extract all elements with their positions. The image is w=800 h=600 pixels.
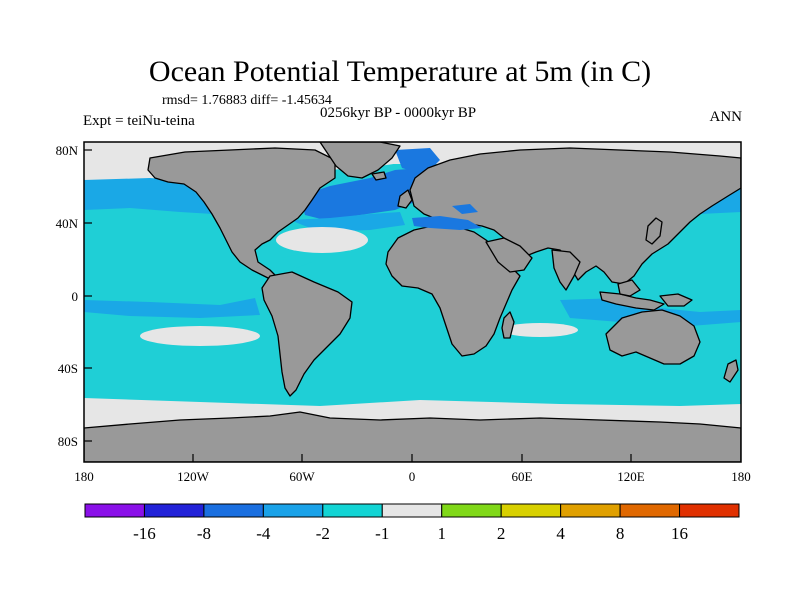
caribbean-sea — [282, 254, 312, 268]
lon-label-120e: 120E — [617, 469, 645, 484]
lon-label-60e: 60E — [512, 469, 533, 484]
south-america — [261, 271, 353, 397]
borneo — [617, 279, 641, 297]
colorbar-swatch — [143, 503, 205, 518]
map-plot-area — [84, 142, 741, 462]
lat-ticks — [84, 149, 92, 442]
colorbar-label: -4 — [256, 524, 271, 543]
period-text: 0256kyr BP - 0000kyr BP — [320, 105, 477, 121]
subtropical-atlantic-neutral — [276, 227, 368, 253]
australia — [605, 309, 701, 365]
indian-ocean-neutral — [502, 323, 578, 337]
north-atlantic-cooling — [300, 168, 430, 220]
british-isles — [397, 189, 413, 209]
north-america — [147, 147, 336, 279]
colorbar-swatch — [381, 503, 443, 518]
south-pacific-cool-belt — [84, 298, 260, 318]
experiment-label: Expt = teiNu-teina — [83, 113, 195, 129]
continents — [84, 142, 741, 462]
colorbar-label: 8 — [616, 524, 625, 543]
antarctica — [84, 411, 741, 462]
colorbar-swatch — [619, 503, 681, 518]
colorbar-label: 4 — [556, 524, 565, 543]
lat-label-80n: 80N — [56, 143, 79, 158]
colorbar-label: -2 — [316, 524, 330, 543]
arabian-peninsula — [485, 237, 533, 273]
lon-label-0: 0 — [409, 469, 416, 484]
greenland — [319, 142, 401, 179]
colorbar-swatch — [441, 503, 502, 518]
colorbar-swatch — [679, 503, 740, 518]
madagascar — [501, 311, 515, 339]
japan — [645, 217, 663, 245]
colorbar-swatch — [203, 503, 264, 518]
colorbar: -16 -8 -4 -2 -1 1 2 4 8 16 — [84, 503, 740, 543]
new-zealand — [723, 359, 739, 383]
colorbar-swatch — [322, 503, 383, 518]
indian-subcontinent — [551, 249, 581, 291]
colorbar-label: -8 — [197, 524, 211, 543]
mid-atlantic-cool — [290, 212, 405, 232]
lon-label-120w: 120W — [177, 469, 210, 484]
colorbar-label: 2 — [497, 524, 506, 543]
colorbar-swatch — [262, 503, 324, 518]
lat-label-40n: 40N — [56, 216, 79, 231]
eurasia — [409, 147, 741, 285]
lon-label-180e: 180 — [731, 469, 751, 484]
lon-label-180w: 180 — [74, 469, 94, 484]
new-guinea — [659, 293, 693, 307]
south-pacific-neutral — [140, 326, 260, 346]
black-sea — [452, 204, 478, 214]
stats-text: rmsd= 1.76883 diff= -1.45634 — [162, 93, 332, 108]
colorbar-label: 1 — [437, 524, 446, 543]
colorbar-label: -1 — [375, 524, 389, 543]
map-title: Ocean Potential Temperature at 5m (in C) — [148, 55, 652, 88]
colorbar-swatch — [560, 503, 621, 518]
lon-tick-labels: 180 120W 60W 0 60E 120E 180 — [74, 469, 751, 484]
lat-label-40s: 40S — [58, 361, 78, 376]
colorbar-label: 16 — [671, 524, 688, 543]
colorbar-swatch — [84, 503, 145, 518]
colorbar-swatch — [500, 503, 562, 518]
lat-label-0: 0 — [72, 289, 79, 304]
lat-label-80s: 80S — [58, 434, 78, 449]
lat-tick-labels: 80N 40N 0 40S 80S — [56, 143, 79, 449]
lon-label-60w: 60W — [289, 469, 315, 484]
iceland — [371, 171, 387, 181]
colorbar-label: -16 — [133, 524, 156, 543]
season-label: ANN — [709, 109, 743, 125]
lon-ticks — [192, 454, 632, 462]
mediterranean-sea — [412, 216, 482, 230]
